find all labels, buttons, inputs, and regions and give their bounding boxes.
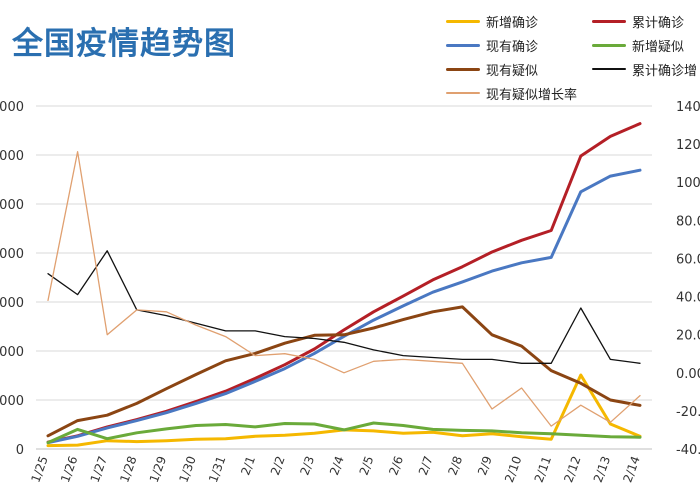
x-tick-label: 2/12 [561,454,583,484]
x-tick-label: 1/31 [206,454,228,484]
x-tick-label: 1/28 [117,454,139,484]
y-left-tick-label: 20000 [0,345,24,360]
legend-label: 现有确诊 [486,39,539,55]
y-right-tick-label: 120.00 [676,138,700,153]
x-tick-label: 2/8 [445,454,465,477]
legend-swatch [446,92,480,94]
series-line [46,421,642,445]
legend-item: 现有疑似 [446,60,539,79]
legend-swatch [592,68,626,70]
y-left-tick-label: 10000 [0,394,24,409]
x-tick-label: 2/6 [386,454,406,477]
x-tick-label: 2/10 [502,454,524,484]
y-left-tick-label: 40000 [0,247,24,262]
y-right-tick-label: -40.00 [676,443,700,458]
series-line [46,305,642,438]
y-right-tick-label: 0.00 [676,367,700,382]
x-tick-label: 2/4 [327,454,347,477]
y-left-tick-label: 50000 [0,198,24,213]
legend-item: 新增确诊 [446,12,539,31]
y-right-tick-label: 100.00 [676,176,700,191]
series-line [47,250,641,364]
x-tick-label: 2/2 [268,454,288,477]
series-line [47,151,641,427]
legend-swatch [446,43,480,47]
y-right-tick-label: 20.00 [676,329,700,344]
x-tick-label: 1/30 [176,454,198,484]
x-tick-label: 1/27 [88,454,110,484]
y-right-tick-label: 80.00 [676,214,700,229]
legend-item: 现有疑似增长率 [446,84,578,103]
legend-item: 累计确诊增 [592,60,698,79]
x-tick-label: 2/13 [591,454,613,484]
legend-item: 现有确诊 [446,36,539,55]
legend-label: 现有疑似 [486,63,539,79]
series-line [46,122,642,444]
x-tick-label: 2/5 [357,454,377,477]
y-left-tick-label: 70000 [0,100,24,115]
legend-item: 新增疑似 [592,36,685,55]
x-tick-label: 2/3 [297,454,317,477]
legend-swatch [592,43,626,47]
x-tick-label: 2/11 [532,454,554,484]
x-tick-label: 2/14 [620,454,642,484]
legend-swatch [446,19,480,23]
legend-item: 累计确诊 [592,12,685,31]
y-left-tick-label: 60000 [0,149,24,164]
y-right-tick-label: 40.00 [676,291,700,306]
x-tick-label: 1/29 [147,454,169,484]
legend-swatch [446,67,480,71]
chart-title: 全国疫情趋势图 [12,26,236,62]
y-left-tick-label: 30000 [0,296,24,311]
y-right-tick-label: 140.00 [676,100,700,115]
legend-swatch [592,19,626,23]
x-tick-label: 2/9 [475,454,495,477]
y-right-tick-label: 60.00 [676,252,700,267]
legend-label: 新增确诊 [486,15,539,31]
y-left-tick-label: 0 [16,443,24,458]
legend-label: 新增疑似 [632,39,685,55]
legend-label: 累计确诊 [632,15,685,31]
legend-label: 累计确诊增 [632,63,698,79]
x-tick-label: 2/7 [416,454,436,477]
x-tick-label: 2/1 [238,454,258,477]
y-right-tick-label: -20.00 [676,405,700,420]
legend-label: 现有疑似增长率 [486,87,578,103]
x-tick-label: 1/25 [28,454,50,484]
x-tick-label: 1/26 [58,454,80,484]
